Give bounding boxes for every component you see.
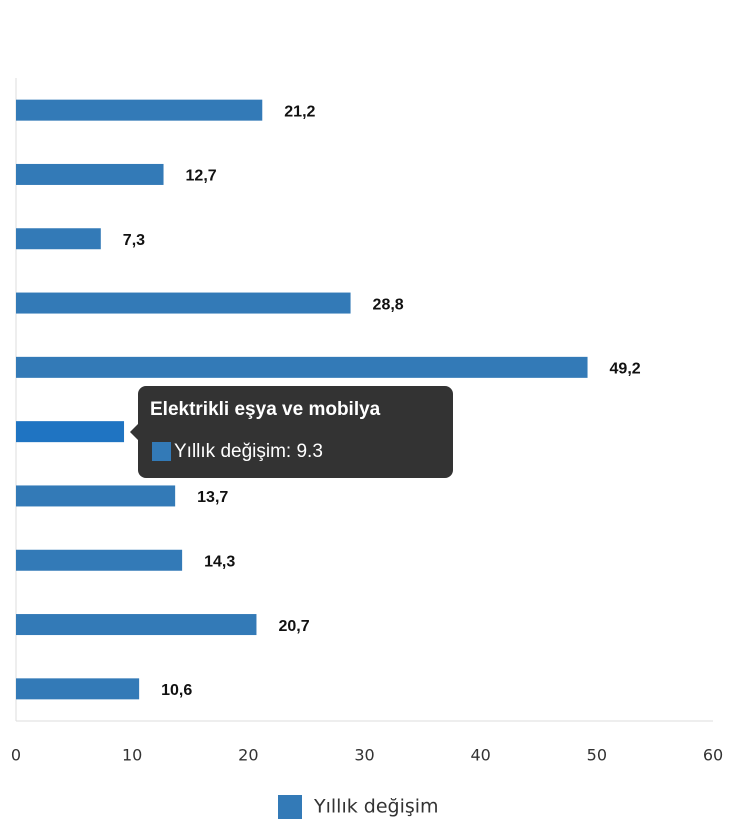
x-tick-label: 40 bbox=[470, 746, 490, 765]
bar bbox=[16, 485, 176, 507]
bar bbox=[16, 163, 164, 185]
value-label: 10,6 bbox=[161, 682, 192, 699]
tooltip-line: Yıllık değişim: 9.3 bbox=[174, 441, 323, 462]
x-tick-label: 0 bbox=[11, 746, 21, 765]
tooltip-sep: : bbox=[286, 441, 297, 462]
bar bbox=[16, 356, 588, 378]
tooltip-title: Elektrikli eşya ve mobilya bbox=[150, 399, 381, 420]
value-label: 28,8 bbox=[373, 296, 404, 313]
bar bbox=[16, 678, 140, 700]
value-label: 13,7 bbox=[197, 489, 228, 506]
bar bbox=[16, 421, 125, 443]
tooltip-swatch bbox=[152, 442, 171, 461]
value-label: 12,7 bbox=[186, 168, 217, 185]
legend-label: Yıllık değişim bbox=[313, 796, 439, 818]
value-label: 14,3 bbox=[204, 553, 235, 570]
tooltip: Elektrikli eşya ve mobilya Yıllık değişi… bbox=[130, 386, 453, 478]
bar bbox=[16, 292, 351, 314]
value-label: 20,7 bbox=[278, 618, 309, 635]
bar bbox=[16, 614, 257, 636]
plot: 010203040506021,212,77,328,849,29,313,71… bbox=[11, 99, 723, 765]
value-label: 21,2 bbox=[284, 103, 315, 120]
legend-swatch bbox=[278, 795, 302, 819]
bar bbox=[16, 549, 183, 571]
legend: Yıllık değişim bbox=[278, 795, 439, 819]
value-label: 7,3 bbox=[123, 232, 145, 249]
x-tick-label: 50 bbox=[587, 746, 607, 765]
x-tick-label: 30 bbox=[354, 746, 374, 765]
bar bbox=[16, 99, 263, 121]
tooltip-series: Yıllık değişim bbox=[174, 441, 286, 462]
tooltip-box bbox=[138, 386, 453, 478]
bar bbox=[16, 228, 101, 250]
tooltip-value: 9.3 bbox=[296, 441, 322, 462]
value-label: 49,2 bbox=[610, 361, 641, 378]
tooltip-pointer bbox=[130, 424, 138, 440]
x-tick-label: 10 bbox=[122, 746, 142, 765]
x-tick-label: 20 bbox=[238, 746, 258, 765]
x-tick-label: 60 bbox=[703, 746, 723, 765]
